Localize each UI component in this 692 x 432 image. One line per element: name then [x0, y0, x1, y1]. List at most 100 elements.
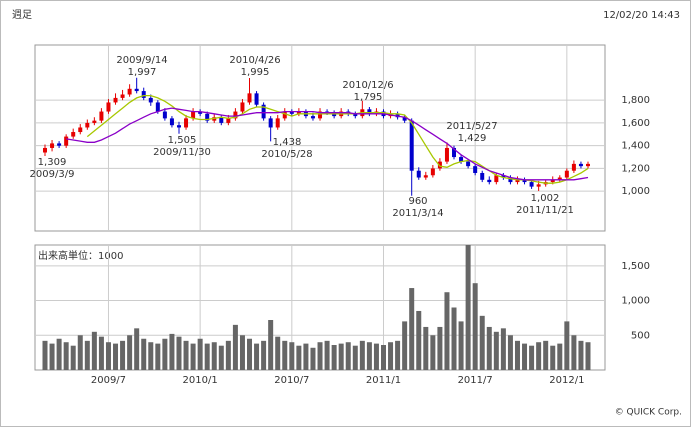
volume-bar — [423, 326, 429, 370]
volume-bar — [197, 338, 203, 370]
candle-body — [473, 166, 478, 173]
annotation: 2009/3/9 — [30, 169, 75, 180]
candle-body — [282, 111, 287, 119]
candle-body — [191, 111, 196, 119]
candle-body — [536, 184, 541, 187]
volume-bar — [296, 345, 302, 370]
volume-bar — [63, 342, 69, 370]
candle-body — [515, 179, 520, 183]
volume-bar — [388, 342, 394, 370]
volume-bar — [77, 335, 83, 370]
candle-body — [176, 125, 181, 128]
volume-bar — [359, 340, 365, 370]
volume-bar — [155, 343, 161, 370]
candle-body — [578, 163, 583, 167]
annotation: 1,997 — [128, 67, 157, 78]
volume-bar — [380, 345, 386, 370]
candle-body — [367, 109, 372, 114]
annotation: 2010/4/26 — [229, 55, 280, 66]
volume-bar — [282, 340, 288, 370]
volume-title: 出来高単位：1000 — [38, 249, 123, 262]
candle-body — [78, 127, 83, 133]
x-tick-label: 2011/1 — [366, 375, 401, 386]
annotation: 1,002 — [531, 193, 560, 204]
volume-bar — [310, 347, 316, 370]
volume-bar — [218, 345, 224, 370]
volume-bar — [84, 340, 90, 370]
volume-bar — [317, 342, 323, 370]
volume-bar — [416, 310, 422, 370]
candle-body — [169, 118, 174, 126]
annotation: 1,505 — [168, 135, 197, 146]
volume-bar — [578, 340, 584, 370]
candle-body — [466, 161, 471, 167]
candle-body — [64, 136, 69, 146]
copyright: © QUICK Corp. — [615, 408, 682, 418]
candle-body — [219, 117, 224, 123]
volume-bar — [352, 345, 358, 370]
volume-bar — [338, 343, 344, 370]
candle-body — [233, 111, 238, 119]
annotation: 1,438 — [273, 137, 302, 148]
volume-bar — [211, 342, 217, 370]
candle-body — [134, 88, 139, 92]
volume-bar — [536, 342, 542, 370]
candle-body — [430, 168, 435, 176]
volume-bar — [543, 340, 549, 370]
candle-body — [127, 88, 132, 95]
volume-bar — [105, 342, 111, 370]
volume-bar — [458, 321, 464, 370]
candle-body — [296, 111, 301, 114]
candle-body — [148, 97, 153, 103]
volume-bar — [507, 335, 513, 370]
volume-bar — [345, 342, 351, 370]
volume-bar — [472, 283, 478, 370]
chart-title: 週足 — [12, 9, 32, 21]
volume-bar — [373, 343, 379, 370]
x-tick-label: 2012/1 — [549, 375, 584, 386]
annotation: 2010/12/6 — [342, 80, 393, 91]
candle-body — [437, 161, 442, 169]
volume-bar — [366, 342, 372, 370]
volume-bar — [254, 343, 260, 370]
candle-body — [586, 163, 590, 167]
volume-bar — [176, 336, 182, 370]
volume-bar — [204, 343, 210, 370]
volume-bar — [91, 331, 97, 370]
volume-bar — [500, 328, 506, 370]
y-tick-label: 1,200 — [621, 163, 650, 174]
candle-body — [184, 118, 189, 128]
volume-bar — [98, 336, 104, 370]
annotation: 960 — [408, 196, 427, 207]
candle-body — [261, 104, 266, 119]
candle-body — [508, 177, 513, 183]
volume-bar — [550, 345, 556, 370]
volume-bar — [409, 288, 415, 370]
candle-body — [99, 111, 104, 121]
volume-bar — [529, 345, 535, 370]
annotation: 1,995 — [241, 67, 270, 78]
candle-body — [459, 157, 464, 162]
volume-bar — [134, 328, 140, 370]
volume-bar — [141, 338, 147, 370]
volume-bar — [261, 340, 267, 370]
x-tick-label: 2009/7 — [91, 375, 126, 386]
volume-bar — [183, 340, 189, 370]
volume-bar — [232, 324, 238, 370]
annotation: 2010/5/28 — [261, 149, 312, 160]
volume-bar — [331, 345, 337, 370]
volume-bar — [486, 326, 492, 370]
volume-bar — [465, 245, 471, 370]
volume-bar — [120, 340, 126, 370]
candle-body — [487, 179, 492, 183]
x-tick-label: 2011/7 — [458, 375, 493, 386]
annotation: 2009/9/14 — [116, 55, 167, 66]
volume-bar — [444, 292, 450, 370]
volume-bar — [493, 331, 499, 370]
volume-bar — [557, 343, 563, 370]
volume-bar — [289, 342, 295, 370]
price-panel — [34, 44, 606, 232]
volume-bar — [49, 343, 55, 370]
volume-bar — [303, 343, 309, 370]
candle-body — [501, 175, 506, 178]
